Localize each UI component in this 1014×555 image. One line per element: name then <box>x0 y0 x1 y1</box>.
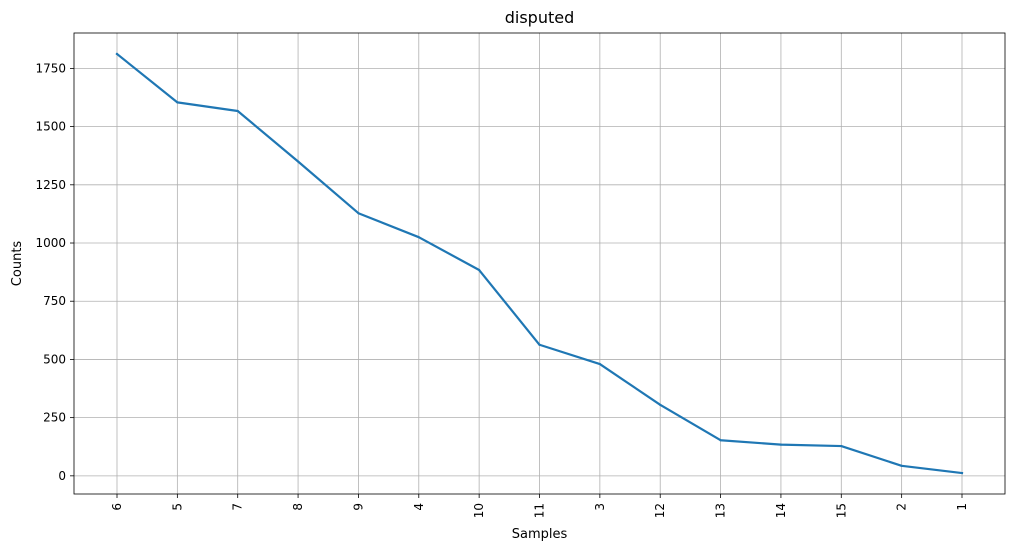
y-tick-label: 1000 <box>35 236 66 250</box>
x-tick-label: 6 <box>110 503 124 511</box>
chart-title: disputed <box>505 8 575 27</box>
x-tick-label: 14 <box>774 503 788 518</box>
x-tick-label: 2 <box>895 503 909 511</box>
x-axis-label: Samples <box>512 527 568 542</box>
x-tick-label: 5 <box>170 503 184 511</box>
data-point <box>115 52 119 56</box>
x-tick-label: 8 <box>291 503 305 511</box>
x-tick-label: 10 <box>472 503 486 518</box>
y-tick-label: 1500 <box>35 120 66 134</box>
data-point <box>357 212 360 215</box>
x-tick-label: 11 <box>533 503 547 518</box>
data-point <box>296 160 300 163</box>
line-layer <box>115 52 964 475</box>
data-point <box>236 109 239 113</box>
y-tick-label: 250 <box>43 411 66 425</box>
x-tick-label: 12 <box>653 503 667 518</box>
data-point <box>779 443 783 446</box>
y-tick-label: 1250 <box>35 178 66 192</box>
data-point <box>840 444 843 448</box>
x-tick-label: 9 <box>351 503 365 511</box>
x-tick-label: 15 <box>834 503 848 518</box>
tick-layer: 6 5 7 8 9 4 10 11 3 12 13 14 15 2 10250500750100012501… <box>35 61 969 518</box>
grid-layer <box>74 33 1005 494</box>
y-axis-label: Counts <box>10 241 25 287</box>
data-point <box>598 362 601 366</box>
y-tick-label: 0 <box>58 469 66 483</box>
data-point <box>719 439 722 442</box>
x-tick-label: 7 <box>231 503 245 511</box>
y-tick-label: 1750 <box>35 61 66 75</box>
data-point <box>960 471 964 475</box>
x-tick-label: 1 <box>955 503 969 511</box>
data-point <box>176 101 179 104</box>
data-point <box>538 343 541 346</box>
x-tick-label: 13 <box>714 503 728 518</box>
data-point <box>417 236 420 239</box>
y-tick-label: 750 <box>43 294 66 308</box>
data-point <box>900 464 903 467</box>
x-tick-label: 4 <box>412 503 426 511</box>
y-tick-label: 500 <box>43 352 66 366</box>
data-point <box>478 268 481 272</box>
x-tick-label: 3 <box>593 503 607 511</box>
data-point <box>659 403 662 406</box>
